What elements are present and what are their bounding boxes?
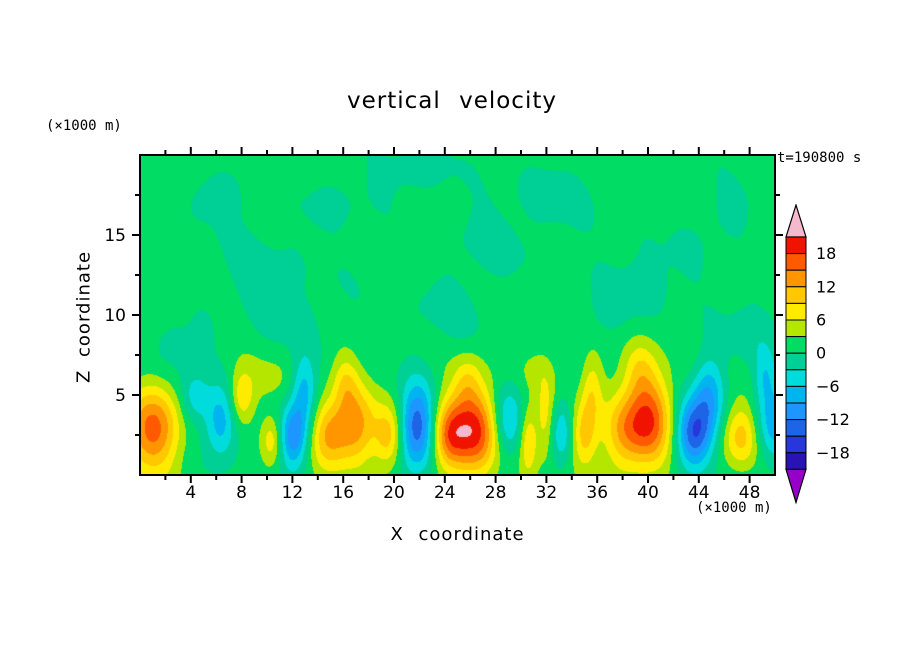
x-tick-label: 28: [485, 483, 507, 503]
colorbar-segment: [785, 319, 807, 338]
x-tick-label: 32: [536, 483, 558, 503]
x-tick-label: 40: [637, 483, 659, 503]
chart-title: vertical velocity: [347, 88, 557, 114]
colorbar-tick-label: 0: [816, 344, 826, 363]
colorbar-bottom-arrow: [785, 468, 807, 505]
y-axis-unit-label: (×1000 m): [46, 118, 122, 134]
colorbar-segment: [785, 452, 807, 470]
colorbar-tick-label: 6: [816, 311, 826, 330]
x-axis-unit-label: (×1000 m): [696, 500, 772, 516]
colorbar-segment: [785, 302, 807, 321]
x-tick-label: 4: [185, 483, 196, 503]
colorbar-segment: [785, 253, 807, 271]
colorbar-segment: [785, 435, 807, 454]
colorbar-segment: [785, 236, 807, 255]
y-axis-title: Z coordinate: [73, 250, 95, 384]
y-tick-label: 10: [104, 306, 126, 326]
colorbar-tick-label: 12: [816, 277, 836, 296]
colorbar-tick-label: −12: [816, 410, 850, 429]
x-tick-label: 8: [236, 483, 247, 503]
colorbar-segment: [785, 336, 807, 354]
colorbar-segment: [785, 369, 807, 387]
colorbar: 18 12 6 0 −6 −12 −18: [785, 204, 850, 505]
colorbar-segment: [785, 385, 807, 404]
colorbar-tick-label: 18: [816, 244, 836, 263]
y-tick-label: 15: [104, 226, 126, 246]
x-tick-label: 36: [586, 483, 608, 503]
colorbar-segment: [785, 419, 807, 437]
x-tick-label: 16: [332, 483, 354, 503]
y-tick-label: 5: [115, 386, 126, 406]
x-tick-label: 20: [383, 483, 405, 503]
colorbar-segment: [785, 402, 807, 421]
x-axis-title: X coordinate: [390, 524, 525, 545]
colorbar-tick-label: −18: [816, 443, 850, 462]
colorbar-segment: [785, 286, 807, 304]
colorbar-segment: [785, 269, 807, 288]
contour-field-canvas: [140, 155, 775, 475]
colorbar-top-arrow: [785, 204, 807, 238]
x-tick-label: 24: [434, 483, 456, 503]
time-stamp-label: t=190800 s: [777, 150, 862, 166]
colorbar-segment: [785, 352, 807, 371]
x-tick-label: 12: [282, 483, 304, 503]
colorbar-tick-label: −6: [816, 377, 840, 396]
